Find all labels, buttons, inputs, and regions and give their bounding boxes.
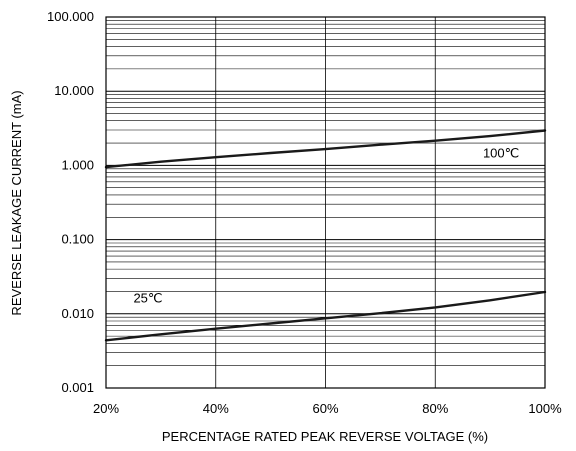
tick-labels: 0.001 0.010 0.100 1.000 10.000 100.000 20% 40% 6… (47, 9, 562, 416)
y-tick-label: 0.100 (61, 232, 94, 247)
series-label-100c: 100℃ (483, 145, 519, 160)
x-axis-label: PERCENTAGE RATED PEAK REVERSE VOLTAGE (%… (162, 429, 488, 444)
y-tick-label: 10.000 (54, 83, 94, 98)
series-line-25c (104, 290, 547, 342)
y-tick-label: 1.000 (61, 157, 94, 172)
y-tick-label: 0.010 (61, 306, 94, 321)
x-tick-label: 40% (203, 401, 229, 416)
series-line-100c (104, 129, 547, 169)
plot-frame (105, 16, 546, 389)
x-tick-label: 60% (312, 401, 338, 416)
y-tick-label: 0.001 (61, 380, 94, 395)
series-lines (104, 129, 547, 342)
y-tick-label: 100.000 (47, 9, 94, 24)
y-axis-label: REVERSE LEAKAGE CURRENT (mA) (9, 90, 24, 315)
grid-lines (105, 17, 546, 389)
x-tick-label: 80% (422, 401, 448, 416)
series-label-25c: 25℃ (133, 291, 162, 306)
series-labels: 100℃ 25℃ (133, 145, 519, 305)
x-tick-label: 20% (93, 401, 119, 416)
x-tick-label: 100% (528, 401, 562, 416)
